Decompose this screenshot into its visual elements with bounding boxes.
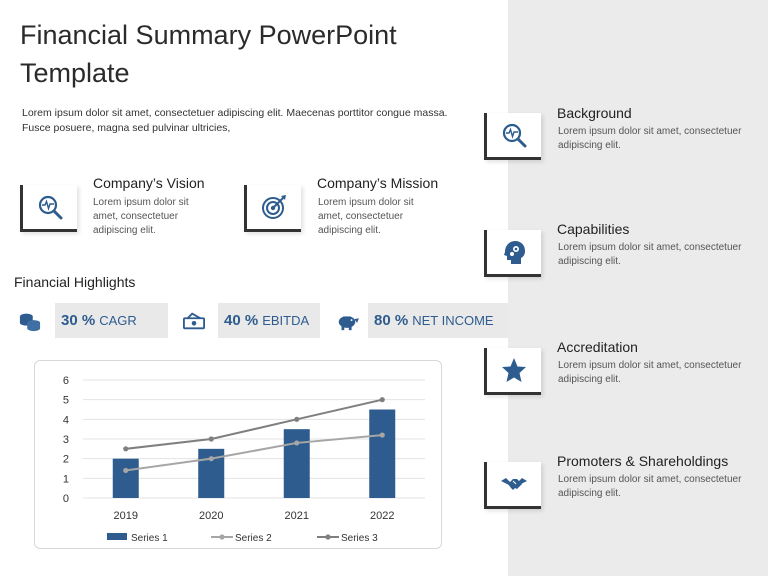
legend-swatch <box>107 533 127 540</box>
cash-icon <box>178 306 210 336</box>
intro-text: Lorem ipsum dolor sit amet, consectetuer… <box>22 107 448 134</box>
target-icon <box>262 195 286 219</box>
legend-label: Series 1 <box>131 533 168 544</box>
capabilities-card <box>484 230 541 277</box>
mission-card <box>244 185 301 232</box>
y-tick-label: 0 <box>63 493 69 505</box>
legend-marker <box>219 534 225 540</box>
metric-label: NET INCOME <box>412 313 494 328</box>
chart-card: 0 1 2 3 4 5 6 2019 2020 2021 2022 Series 1 Series 2 S… <box>34 360 442 549</box>
title-line-2: Template <box>20 58 130 88</box>
series-point <box>123 467 129 474</box>
head-gears-icon <box>504 241 525 264</box>
background-text: Lorem ipsum dolor sit amet, consectetuer… <box>558 126 742 151</box>
legend-marker <box>325 534 331 540</box>
metric-ebitda: 40 % EBITDA <box>218 303 320 338</box>
vision-title: Company’s Vision <box>93 175 205 191</box>
series-point <box>208 456 214 462</box>
promoters-title: Promoters & Shareholdings <box>557 453 729 469</box>
x-tick-label: 2021 <box>285 510 309 522</box>
metric-cagr: 30 % CAGR <box>55 303 168 338</box>
x-tick-label: 2019 <box>114 510 138 522</box>
vision-text: Lorem ipsum dolor sit amet, consectetuer… <box>93 197 189 236</box>
x-tick-label: 2022 <box>370 510 394 522</box>
metric-label: EBITDA <box>262 313 310 328</box>
mission-text: Lorem ipsum dolor sit amet, consectetuer… <box>318 197 414 236</box>
series-point <box>123 446 129 452</box>
metric-value: 80 % <box>374 312 409 329</box>
metric-value: 30 % <box>61 312 96 329</box>
background-card <box>484 113 541 160</box>
series-line <box>125 434 383 472</box>
promoters-text: Lorem ipsum dolor sit amet, consectetuer… <box>558 474 742 499</box>
mission-title: Company’s Mission <box>317 175 439 191</box>
y-tick-label: 3 <box>63 434 69 446</box>
magnifier-pulse-icon <box>502 123 527 148</box>
y-tick-label: 5 <box>63 395 69 407</box>
accreditation-card <box>484 348 541 395</box>
financial-highlights-title: Financial Highlights <box>14 274 136 290</box>
series-point <box>294 440 300 446</box>
series-point <box>379 432 385 438</box>
series-point <box>379 397 385 403</box>
right-panel <box>508 0 768 576</box>
x-tick-label: 2020 <box>199 510 223 522</box>
legend-label: Series 3 <box>341 533 378 544</box>
capabilities-title: Capabilities <box>557 221 630 237</box>
series-point <box>208 436 214 442</box>
combo-chart: 0 1 2 3 4 5 6 2019 2020 2021 2022 Series 1 Series 2 S… <box>63 375 425 544</box>
bar <box>369 409 396 498</box>
coins-icon <box>14 306 46 336</box>
y-tick-label: 1 <box>63 473 69 485</box>
accreditation-text: Lorem ipsum dolor sit amet, consectetuer… <box>558 360 742 385</box>
series-line <box>125 398 383 450</box>
handshake-icon <box>501 478 527 490</box>
y-tick-label: 2 <box>63 454 69 466</box>
accreditation-title: Accreditation <box>557 339 638 355</box>
metric-value: 40 % <box>224 312 259 329</box>
page-title: Financial Summary PowerPoint Template <box>20 16 460 92</box>
bar <box>283 429 310 498</box>
bar <box>112 458 139 498</box>
y-tick-label: 4 <box>63 414 69 426</box>
legend-label: Series 2 <box>235 533 272 544</box>
magnifier-pulse-icon <box>38 195 63 220</box>
series-point <box>294 416 300 422</box>
background-title: Background <box>557 105 632 121</box>
vision-card <box>20 185 77 232</box>
promoters-card <box>484 462 541 509</box>
capabilities-text: Lorem ipsum dolor sit amet, consectetuer… <box>558 242 742 267</box>
title-line-1: Financial Summary PowerPoint <box>20 20 397 50</box>
y-tick-label: 6 <box>63 375 69 387</box>
metric-net-income: 80 % NET INCOME <box>368 303 508 338</box>
metric-label: CAGR <box>99 313 137 328</box>
piggy-bank-icon <box>331 306 363 336</box>
star-icon <box>502 358 526 382</box>
